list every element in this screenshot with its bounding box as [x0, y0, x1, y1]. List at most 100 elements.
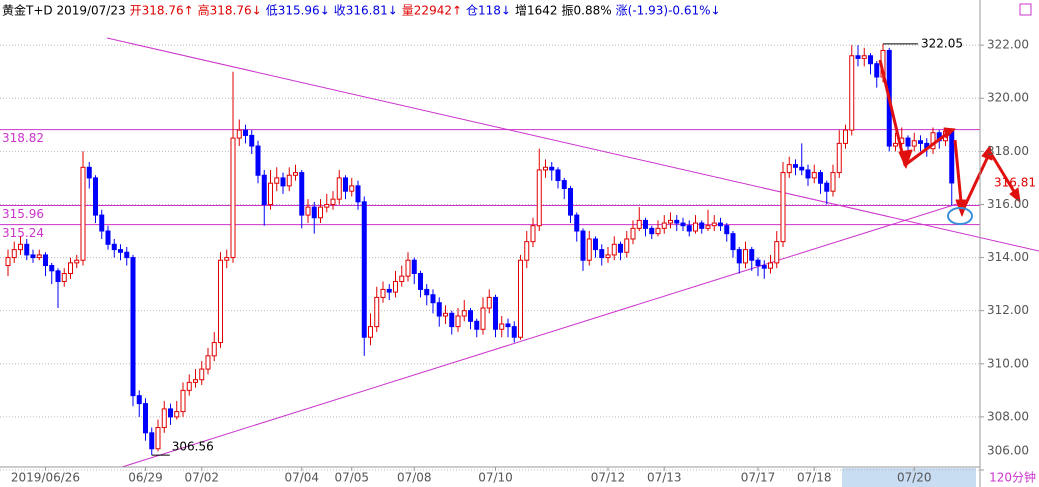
- candle-body: [55, 270, 61, 282]
- candle-body: [336, 177, 342, 200]
- candle-body: [36, 254, 42, 259]
- candle-body: [168, 408, 173, 418]
- candle-body: [486, 296, 492, 309]
- y-tick-label: 306.00: [987, 444, 1029, 458]
- candle-body: [418, 273, 423, 290]
- candle-body: [549, 166, 555, 171]
- candle-body: [755, 259, 761, 267]
- candle-body: [818, 172, 823, 184]
- candle-body: [424, 288, 430, 296]
- candle-body: [530, 225, 536, 243]
- candle-body: [249, 134, 255, 147]
- candle-body: [211, 342, 217, 357]
- highlight-ellipse: [947, 207, 973, 225]
- x-tick-label: 07/12: [591, 471, 626, 485]
- candle-body: [599, 249, 605, 259]
- horizontal-lines: 318.82 315.96 315.24: [0, 129, 980, 240]
- candle-body: [843, 129, 848, 144]
- candle-body: [174, 411, 180, 418]
- candle-body: [505, 323, 511, 328]
- candle-body: [624, 238, 630, 253]
- x-tick-label: 07/17: [741, 471, 776, 485]
- candle-body: [455, 315, 461, 328]
- candle-body: [868, 55, 873, 65]
- candle-body: [680, 222, 686, 227]
- candle-body: [655, 227, 661, 235]
- candle-body: [774, 241, 780, 264]
- candle-body: [874, 63, 880, 78]
- max-label: 322.05: [921, 36, 963, 50]
- candle-body: [693, 222, 698, 232]
- candle-body: [236, 129, 242, 139]
- candle-body: [705, 225, 711, 229]
- x-tick-label: 2019/06/26: [11, 471, 80, 485]
- candle-body: [149, 432, 155, 450]
- candle-body: [768, 262, 773, 269]
- candle-body: [193, 379, 198, 383]
- period-label: 120分钟: [989, 470, 1036, 485]
- candle-body: [330, 198, 336, 205]
- candle-body: [30, 254, 36, 259]
- candle-body: [918, 140, 923, 144]
- candle-body: [574, 214, 580, 232]
- candle-body: [699, 222, 705, 229]
- header-item: 量22942↑: [402, 4, 462, 18]
- header-item: 仓118↓: [466, 4, 511, 18]
- candle-body: [749, 249, 755, 261]
- candle-body: [543, 166, 548, 171]
- candle-body: [743, 249, 748, 264]
- candle-body: [355, 185, 361, 203]
- corner-icon[interactable]: [1019, 3, 1032, 16]
- candle-body: [293, 172, 298, 176]
- x-tick-label: 07/10: [478, 471, 513, 485]
- candle-body: [761, 265, 767, 269]
- candle-body: [386, 288, 392, 293]
- candle-body: [536, 169, 542, 227]
- candle-body: [136, 395, 142, 405]
- min-label: 306.56: [172, 440, 214, 454]
- candle-body: [224, 257, 230, 261]
- x-tick-label: 07/08: [397, 471, 432, 485]
- candle-body: [930, 132, 936, 150]
- candle-body: [461, 310, 467, 317]
- candle-body: [430, 294, 436, 304]
- candle-body: [99, 214, 105, 232]
- candle-body: [111, 243, 117, 251]
- y-tick-label: 320.00: [987, 91, 1029, 105]
- candle-body: [805, 169, 811, 179]
- candle-body: [11, 249, 17, 259]
- x-tick-label: 07/02: [184, 471, 219, 485]
- candle-body: [443, 312, 448, 317]
- candle-body: [318, 206, 323, 219]
- candle-body: [568, 188, 573, 216]
- candle-body: [68, 262, 73, 275]
- x-tick-label: 07/18: [797, 471, 832, 485]
- candle-body: [399, 275, 405, 282]
- header-item: 高318.76↓: [198, 3, 262, 18]
- candle-body: [255, 145, 261, 176]
- header-item: 黄金T+D 2019/07/23: [2, 3, 126, 18]
- candle-body: [230, 137, 236, 259]
- candle-body: [5, 257, 11, 267]
- candle-body: [855, 55, 861, 59]
- candle-body: [24, 243, 30, 256]
- x-tick-label: 07/05: [334, 471, 369, 485]
- x-tick-label: 07/20: [897, 471, 932, 485]
- candle-body: [286, 174, 292, 187]
- candle-body: [586, 238, 592, 261]
- candle-body: [74, 259, 80, 264]
- candle-body: [861, 55, 867, 59]
- candle-body: [711, 222, 717, 227]
- candle-body: [343, 177, 348, 192]
- candle-body: [793, 164, 798, 168]
- x-tick-label: 06/29: [128, 471, 163, 485]
- candle-body: [668, 219, 673, 224]
- candle-body: [468, 310, 473, 322]
- candle-body: [643, 219, 648, 229]
- candle-body: [411, 259, 417, 275]
- price-line-label: 315.24: [2, 226, 44, 240]
- trend-line: [121, 202, 961, 468]
- header-item: 收316.81↓: [334, 4, 398, 18]
